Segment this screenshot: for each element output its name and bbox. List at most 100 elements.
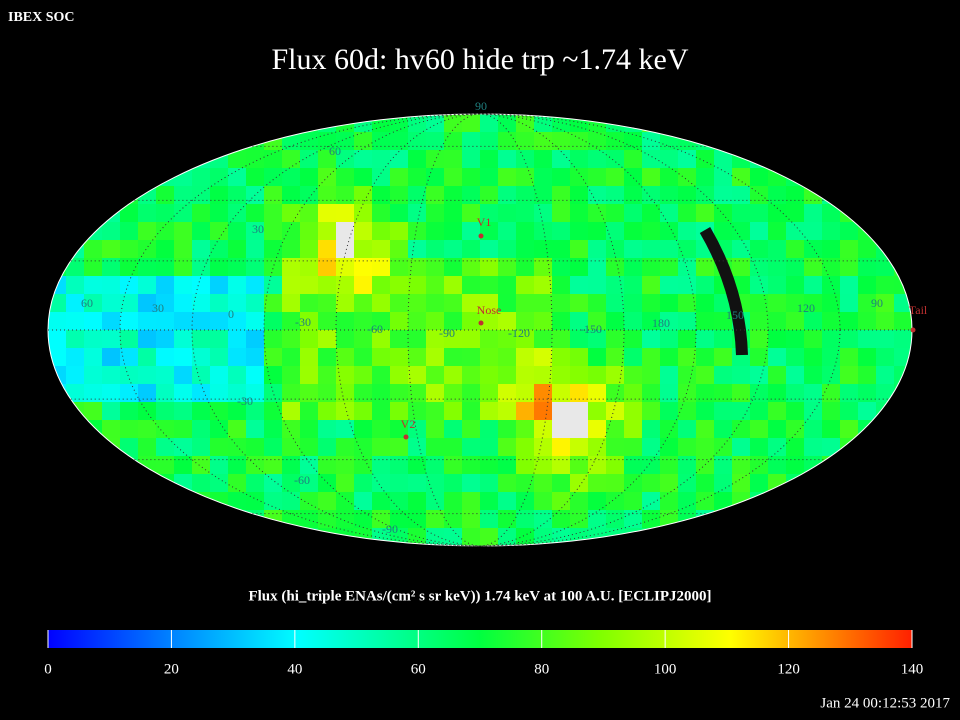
map-pixel [264, 474, 283, 493]
map-pixel [606, 348, 625, 367]
map-pixel [264, 402, 283, 421]
map-pixel [174, 492, 193, 511]
grid-label: -120 [508, 326, 530, 340]
map-pixel [318, 312, 337, 331]
map-pixel [444, 240, 463, 259]
map-pixel [264, 186, 283, 205]
map-pixel [714, 312, 733, 331]
map-pixel [624, 168, 643, 187]
grid-label: 60 [329, 144, 341, 158]
map-pixel [876, 528, 895, 546]
map-pixel [84, 330, 103, 349]
map-pixel [696, 384, 715, 403]
map-pixel [570, 240, 589, 259]
map-pixel [462, 438, 481, 457]
map-pixel [174, 402, 193, 421]
map-pixel [840, 366, 859, 385]
map-pixel [228, 384, 247, 403]
map-pixel [876, 294, 895, 313]
map-pixel [606, 132, 625, 151]
map-pixel [102, 456, 121, 475]
map-pixel [714, 114, 733, 133]
map-pixel [732, 186, 751, 205]
map-pixel [228, 150, 247, 169]
map-pixel [120, 294, 139, 313]
map-pixel [336, 168, 355, 187]
map-pixel [174, 150, 193, 169]
map-pixel [552, 456, 571, 475]
map-pixel [192, 204, 211, 223]
map-pixel [48, 510, 67, 529]
map-pixel [84, 150, 103, 169]
map-pixel [444, 348, 463, 367]
map-pixel [426, 474, 445, 493]
map-pixel [696, 366, 715, 385]
map-pixel [282, 456, 301, 475]
map-pixel [84, 222, 103, 241]
map-pixel [858, 150, 877, 169]
map-pixel [138, 276, 157, 295]
map-pixel [804, 258, 823, 277]
map-pixel [282, 366, 301, 385]
map-pixel [66, 204, 85, 223]
map-pixel [858, 294, 877, 313]
map-pixel [102, 222, 121, 241]
map-pixel [606, 186, 625, 205]
map-pixel [462, 168, 481, 187]
map-pixel [48, 168, 67, 187]
map-pixel [678, 528, 697, 546]
map-pixel [822, 132, 841, 151]
map-pixel [678, 312, 697, 331]
map-pixel [210, 294, 229, 313]
map-pixel [192, 240, 211, 259]
map-pixel [102, 204, 121, 223]
map-pixel [120, 420, 139, 439]
map-pixel [444, 132, 463, 151]
map-pixel [534, 474, 553, 493]
map-pixel [840, 222, 859, 241]
map-pixel [516, 186, 535, 205]
colorbar-label: Flux (hi_triple ENAs/(cm² s sr keV)) 1.7… [248, 588, 711, 604]
map-pixel [588, 258, 607, 277]
map-pixel [552, 132, 571, 151]
map-pixel [624, 240, 643, 259]
map-pixel [894, 492, 912, 511]
map-pixel [570, 510, 589, 529]
map-pixel [894, 114, 912, 133]
grid-label: -30 [295, 315, 311, 329]
grid-label: 90 [871, 296, 883, 310]
map-pixel [462, 474, 481, 493]
map-pixel [354, 384, 373, 403]
map-pixel [750, 150, 769, 169]
map-pixel [588, 168, 607, 187]
map-pixel [660, 312, 679, 331]
map-pixel [210, 258, 229, 277]
map-pixel [696, 528, 715, 546]
map-pixel [228, 258, 247, 277]
map-pixel [354, 420, 373, 439]
map-pixel [462, 420, 481, 439]
map-pixel [894, 132, 912, 151]
map-pixel [786, 240, 805, 259]
map-pixel [300, 366, 319, 385]
map-pixel [552, 420, 571, 439]
map-pixel [66, 276, 85, 295]
map-pixel [498, 456, 517, 475]
map-pixel [156, 114, 175, 133]
map-pixel [444, 312, 463, 331]
map-pixel [318, 222, 337, 241]
map-pixel [516, 528, 535, 546]
map-pixel [264, 258, 283, 277]
map-pixel [444, 330, 463, 349]
map-pixel [192, 456, 211, 475]
map-pixel [84, 258, 103, 277]
map-pixel [390, 330, 409, 349]
map-pixel [732, 510, 751, 529]
map-pixel [66, 348, 85, 367]
map-pixel [426, 456, 445, 475]
map-pixel [174, 528, 193, 546]
map-pixel [606, 312, 625, 331]
map-pixel [768, 132, 787, 151]
map-pixel [156, 132, 175, 151]
map-pixel [138, 366, 157, 385]
